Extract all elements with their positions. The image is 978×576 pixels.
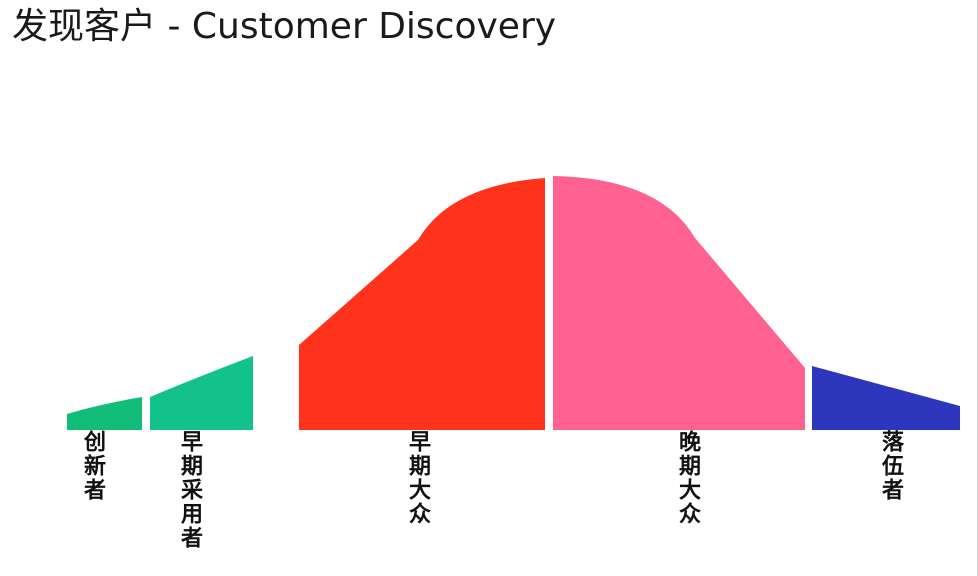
label-laggards: 落伍者	[878, 430, 903, 502]
segment-innovators	[67, 397, 142, 430]
segment-early-adopters	[150, 356, 253, 430]
label-early-adopters: 早期采用者	[177, 430, 202, 550]
segment-late-majority	[553, 176, 805, 430]
label-innovators: 创新者	[80, 430, 105, 502]
segment-laggards	[812, 366, 960, 430]
segment-early-majority	[299, 178, 545, 430]
label-early-majority: 早期大众	[405, 430, 430, 526]
label-late-majority: 晚期大众	[675, 430, 700, 526]
slide-title: 发现客户 - Customer Discovery	[12, 6, 557, 47]
